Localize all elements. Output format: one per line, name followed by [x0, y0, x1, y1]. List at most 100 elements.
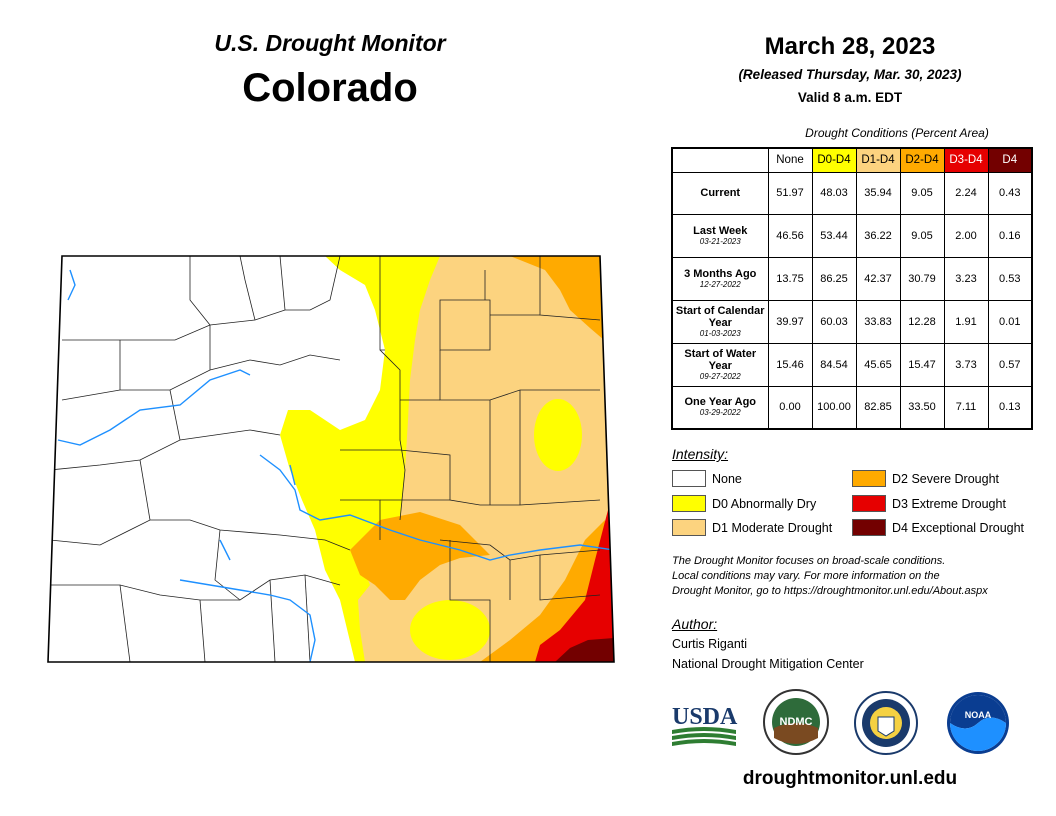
table-cell: 46.56 [767, 213, 813, 258]
row-date: 03-21-2023 [699, 236, 741, 246]
legend-label-none: None [712, 471, 742, 486]
table-cell: 45.65 [855, 342, 901, 387]
website-url[interactable]: droughtmonitor.unl.edu [742, 768, 958, 789]
table-cell: 0.16 [987, 213, 1033, 258]
legend-item-d1: D1 Moderate Drought [672, 519, 832, 536]
usda-logo-text: USDA [672, 704, 738, 730]
col-header-d3-d4: D3-D4 [943, 147, 989, 173]
col-header-d0-d4: D0-D4 [811, 147, 857, 173]
legend-label-d4: D4 Exceptional Drought [892, 520, 1025, 535]
table-cell: 60.03 [811, 299, 857, 344]
table-row: Last Week 03-21-2023 46.56 53.44 36.22 9.05 2.… [671, 213, 1033, 258]
map-subtitle: U.S. Drought Monitor [214, 30, 446, 56]
table-cell: 2.00 [943, 213, 989, 258]
note-line-3: Drought Monitor, go to https://droughtmo… [672, 585, 988, 597]
state-outline [47, 255, 615, 663]
table-cell: 39.97 [767, 299, 813, 344]
d0-island-east [534, 399, 582, 471]
legend-swatch-d3 [852, 495, 886, 512]
table-cell: 0.00 [767, 385, 813, 430]
table-cell: 82.85 [855, 385, 901, 430]
row-label: Start of Water Year [684, 347, 757, 372]
map-date: March 28, 2023 [764, 33, 936, 60]
d2-area-south [350, 512, 490, 600]
col-header-none: None [767, 147, 813, 173]
table-caption: Drought Conditions (Percent Area) [805, 126, 989, 140]
table-cell: 7.11 [943, 385, 989, 430]
row-header: Current [671, 171, 769, 215]
table-cell: 13.75 [767, 256, 813, 301]
legend-item-d4: D4 Exceptional Drought [852, 519, 1024, 536]
table-cell: 2.24 [943, 171, 989, 215]
ndmc-logo: NDMC [763, 689, 829, 755]
legend-label-d1: D1 Moderate Drought [712, 520, 833, 535]
table-cell: 15.47 [899, 342, 945, 387]
d0-island-southeast [410, 600, 490, 660]
table-cell: 15.46 [767, 342, 813, 387]
d4-area [555, 638, 614, 662]
table-cell: 100.00 [811, 385, 857, 430]
map-title: Colorado [242, 66, 418, 110]
author-label: Author: [672, 616, 718, 632]
row-header: 3 Months Ago 12-27-2022 [671, 256, 769, 301]
row-date: 03-29-2022 [699, 408, 741, 418]
noaa-logo: NOAA [947, 692, 1009, 754]
colorado-drought-map [47, 255, 615, 663]
row-date: 01-03-2023 [699, 328, 741, 338]
table-cell: 35.94 [855, 171, 901, 215]
table-row: Start of Calendar Year 01-03-2023 39.97 60.… [671, 299, 1033, 344]
table-cell: 0.53 [987, 256, 1033, 301]
row-label: 3 Months Ago [684, 267, 757, 280]
noaa-logo-text: NOAA [965, 710, 992, 720]
table-cell: 0.01 [987, 299, 1033, 344]
table-cell: 51.97 [767, 171, 813, 215]
table-cell: 33.50 [899, 385, 945, 430]
table-cell: 42.37 [855, 256, 901, 301]
row-label: Start of Calendar Year [675, 304, 765, 329]
legend-label-d0: D0 Abnormally Dry [712, 496, 817, 511]
legend-swatch-d1 [672, 519, 706, 536]
col-header-d2-d4: D2-D4 [899, 147, 945, 173]
ndmc-logo-text: NDMC [780, 716, 813, 728]
valid-time: Valid 8 a.m. EDT [797, 90, 903, 105]
row-header: Last Week 03-21-2023 [671, 213, 769, 258]
legend-swatch-d0 [672, 495, 706, 512]
row-header: Start of Calendar Year 01-03-2023 [671, 299, 769, 344]
d2-area-northeast [510, 256, 604, 340]
table-cell: 9.05 [899, 171, 945, 215]
legend-label-d2: D2 Severe Drought [892, 471, 1000, 486]
row-header: Start of Water Year 09-27-2022 [671, 342, 769, 387]
table-cell: 48.03 [811, 171, 857, 215]
legend-item-none: None [672, 470, 742, 487]
table-cell: 3.73 [943, 342, 989, 387]
author-org: National Drought Mitigation Center [672, 657, 864, 671]
note-line-2: Local conditions may vary. For more info… [672, 570, 940, 582]
legend-label-d3: D3 Extreme Drought [892, 496, 1006, 511]
table-row: One Year Ago 03-29-2022 0.00 100.00 82.85 33.… [671, 385, 1033, 430]
legend-title: Intensity: [672, 446, 729, 462]
county-lines [49, 256, 601, 662]
author-name: Curtis Riganti [672, 637, 748, 651]
legend-item-d2: D2 Severe Drought [852, 470, 999, 487]
table-cell: 33.83 [855, 299, 901, 344]
rivers [57, 269, 614, 662]
col-header-d1-d4: D1-D4 [855, 147, 901, 173]
row-label: Current [700, 187, 741, 199]
table-cell: 0.57 [987, 342, 1033, 387]
table-cell: 30.79 [899, 256, 945, 301]
table-cell: 3.23 [943, 256, 989, 301]
table-cell: 0.13 [987, 385, 1033, 430]
release-date: (Released Thursday, Mar. 30, 2023) [738, 67, 962, 82]
table-corner [672, 148, 768, 172]
legend-item-d3: D3 Extreme Drought [852, 495, 1006, 512]
table-row: Current 51.97 48.03 35.94 9.05 2.24 0.43 [671, 171, 1033, 215]
legend-swatch-d2 [852, 470, 886, 487]
table-cell: 1.91 [943, 299, 989, 344]
usda-logo: USDA [672, 704, 738, 746]
row-date: 12-27-2022 [699, 279, 741, 289]
nws-logo [854, 691, 918, 755]
drought-stats-table: None D0-D4 D1-D4 D2-D4 D3-D4 D4 Current 5… [671, 147, 1033, 430]
table-cell: 86.25 [811, 256, 857, 301]
row-date: 09-27-2022 [699, 371, 741, 381]
legend-swatch-none [672, 470, 706, 487]
